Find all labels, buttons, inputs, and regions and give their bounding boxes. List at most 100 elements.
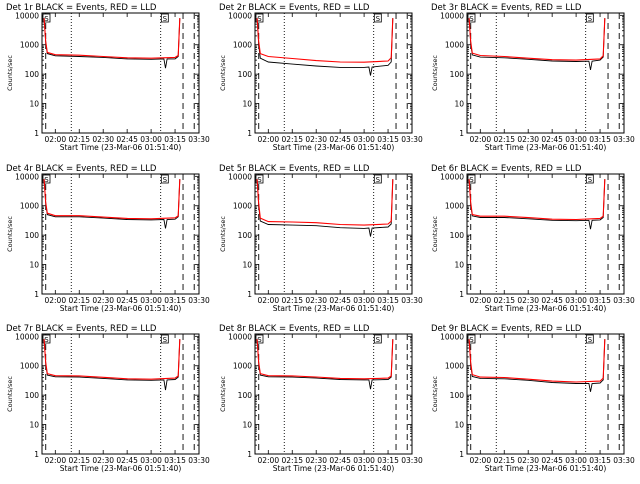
- y-axis-label: Counts/sec: [219, 376, 227, 412]
- marker-box: [373, 13, 382, 23]
- y-tick-label: 10: [242, 261, 252, 270]
- x-tick-label: 02:45: [116, 296, 138, 305]
- x-tick-label: 02:00: [257, 135, 279, 144]
- x-tick-label: 02:15: [68, 296, 90, 305]
- y-tick-label: 100: [25, 391, 40, 400]
- marker-box: [160, 13, 169, 23]
- y-tick-label: 1000: [20, 202, 39, 211]
- series-lld-line: [43, 18, 181, 59]
- x-tick-label: 03:30: [613, 296, 635, 305]
- y-axis-label: Counts/sec: [6, 216, 14, 252]
- x-tick-label: 02:15: [68, 135, 90, 144]
- x-tick-label: 03:00: [353, 296, 375, 305]
- y-tick-label: 1: [247, 450, 252, 459]
- y-tick-label: 1000: [20, 362, 39, 371]
- y-tick-label: 10: [454, 261, 464, 270]
- y-tick-label: 100: [450, 70, 465, 79]
- chart-title: Det 9r BLACK = Events, RED = LLD: [431, 324, 582, 334]
- y-axis-label: Counts/sec: [431, 376, 439, 412]
- plot-frame: [41, 12, 200, 134]
- plot-frame: [466, 12, 625, 134]
- x-tick-label: 02:30: [92, 456, 114, 465]
- y-tick-label: 10000: [15, 11, 39, 20]
- x-tick-label: 02:15: [281, 296, 303, 305]
- x-axis-label: Start Time (23-Mar-06 01:51:40): [273, 304, 395, 313]
- marker-box: [585, 334, 594, 344]
- x-tick-label: 03:15: [164, 456, 186, 465]
- series-events-line: [43, 179, 181, 229]
- x-tick-label: 02:45: [329, 296, 351, 305]
- marker-box-label: S: [376, 15, 381, 23]
- marker-box: [467, 334, 476, 344]
- y-tick-label: 10000: [15, 332, 39, 341]
- y-axis-label: Counts/sec: [431, 216, 439, 252]
- y-tick-label: 10000: [440, 11, 464, 20]
- x-tick-label: 02:30: [517, 135, 539, 144]
- x-tick-label: 02:15: [493, 135, 515, 144]
- marker-box: [467, 13, 476, 23]
- y-tick-label: 10: [29, 261, 39, 270]
- y-axis-label: Counts/sec: [6, 376, 14, 412]
- x-tick-label: 02:15: [281, 456, 303, 465]
- x-tick-label: 03:00: [140, 456, 162, 465]
- chart-title: Det 7r BLACK = Events, RED = LLD: [6, 324, 157, 334]
- y-tick-label: 10: [29, 100, 39, 109]
- y-tick-label: 10: [29, 421, 39, 430]
- y-tick-label: 100: [450, 391, 465, 400]
- x-tick-label: 03:30: [613, 135, 635, 144]
- y-tick-label: 1000: [445, 362, 464, 371]
- x-axis-label: Start Time (23-Mar-06 01:51:40): [485, 464, 607, 473]
- y-tick-label: 1: [459, 290, 464, 299]
- x-tick-label: 02:45: [116, 135, 138, 144]
- x-axis-label: Start Time (23-Mar-06 01:51:40): [485, 304, 607, 313]
- marker-box-label: S: [257, 176, 262, 184]
- x-tick-label: 02:15: [68, 456, 90, 465]
- marker-box: [467, 174, 476, 184]
- x-tick-label: 02:30: [517, 456, 539, 465]
- chart-panel-4: Det 4r BLACK = Events, RED = LLD 1 10 100 10…: [6, 164, 210, 313]
- y-tick-label: 10: [242, 100, 252, 109]
- y-tick-label: 10: [454, 100, 464, 109]
- chart-panel-7: Det 7r BLACK = Events, RED = LLD 1 10 100 10…: [6, 324, 210, 473]
- y-tick-label: 1: [34, 129, 39, 138]
- x-tick-label: 02:30: [305, 296, 327, 305]
- x-tick-label: 02:00: [44, 296, 66, 305]
- series-lld-line: [43, 179, 181, 220]
- series-events-line: [468, 339, 606, 392]
- marker-box: [255, 174, 264, 184]
- y-tick-label: 1: [459, 450, 464, 459]
- x-axis-label: Start Time (23-Mar-06 01:51:40): [273, 464, 395, 473]
- marker-box-label: S: [376, 176, 381, 184]
- x-tick-label: 03:15: [589, 456, 611, 465]
- x-tick-label: 02:45: [329, 135, 351, 144]
- x-axis-label: Start Time (23-Mar-06 01:51:40): [60, 464, 182, 473]
- chart-panel-3: Det 3r BLACK = Events, RED = LLD 1 10 100 10…: [431, 3, 635, 152]
- x-tick-label: 02:30: [305, 456, 327, 465]
- series-lld-line: [256, 18, 394, 63]
- chart-panel-6: Det 6r BLACK = Events, RED = LLD 1 10 100 10…: [431, 164, 635, 313]
- series-events-line: [256, 18, 394, 76]
- y-tick-label: 10000: [440, 332, 464, 341]
- series-lld-line: [256, 339, 394, 380]
- chart-panel-9: Det 9r BLACK = Events, RED = LLD 1 10 100 10…: [431, 324, 635, 473]
- x-tick-label: 03:00: [565, 296, 587, 305]
- y-tick-label: 1: [34, 450, 39, 459]
- series-lld-line: [468, 18, 606, 61]
- x-tick-label: 03:15: [377, 135, 399, 144]
- y-tick-label: 1000: [20, 41, 39, 50]
- marker-box: [373, 334, 382, 344]
- x-tick-label: 02:00: [469, 135, 491, 144]
- marker-box-label: S: [376, 336, 381, 344]
- x-tick-label: 02:30: [305, 135, 327, 144]
- chart-title: Det 1r BLACK = Events, RED = LLD: [6, 3, 157, 13]
- series-events-line: [468, 18, 606, 70]
- series-events-line: [468, 179, 606, 230]
- marker-box-label: S: [44, 176, 49, 184]
- x-axis-label: Start Time (23-Mar-06 01:51:40): [60, 304, 182, 313]
- chart-title: Det 8r BLACK = Events, RED = LLD: [219, 324, 370, 334]
- x-tick-label: 03:00: [353, 456, 375, 465]
- series-events-line: [43, 18, 181, 69]
- series-lld-line: [468, 179, 606, 221]
- x-tick-label: 02:00: [469, 296, 491, 305]
